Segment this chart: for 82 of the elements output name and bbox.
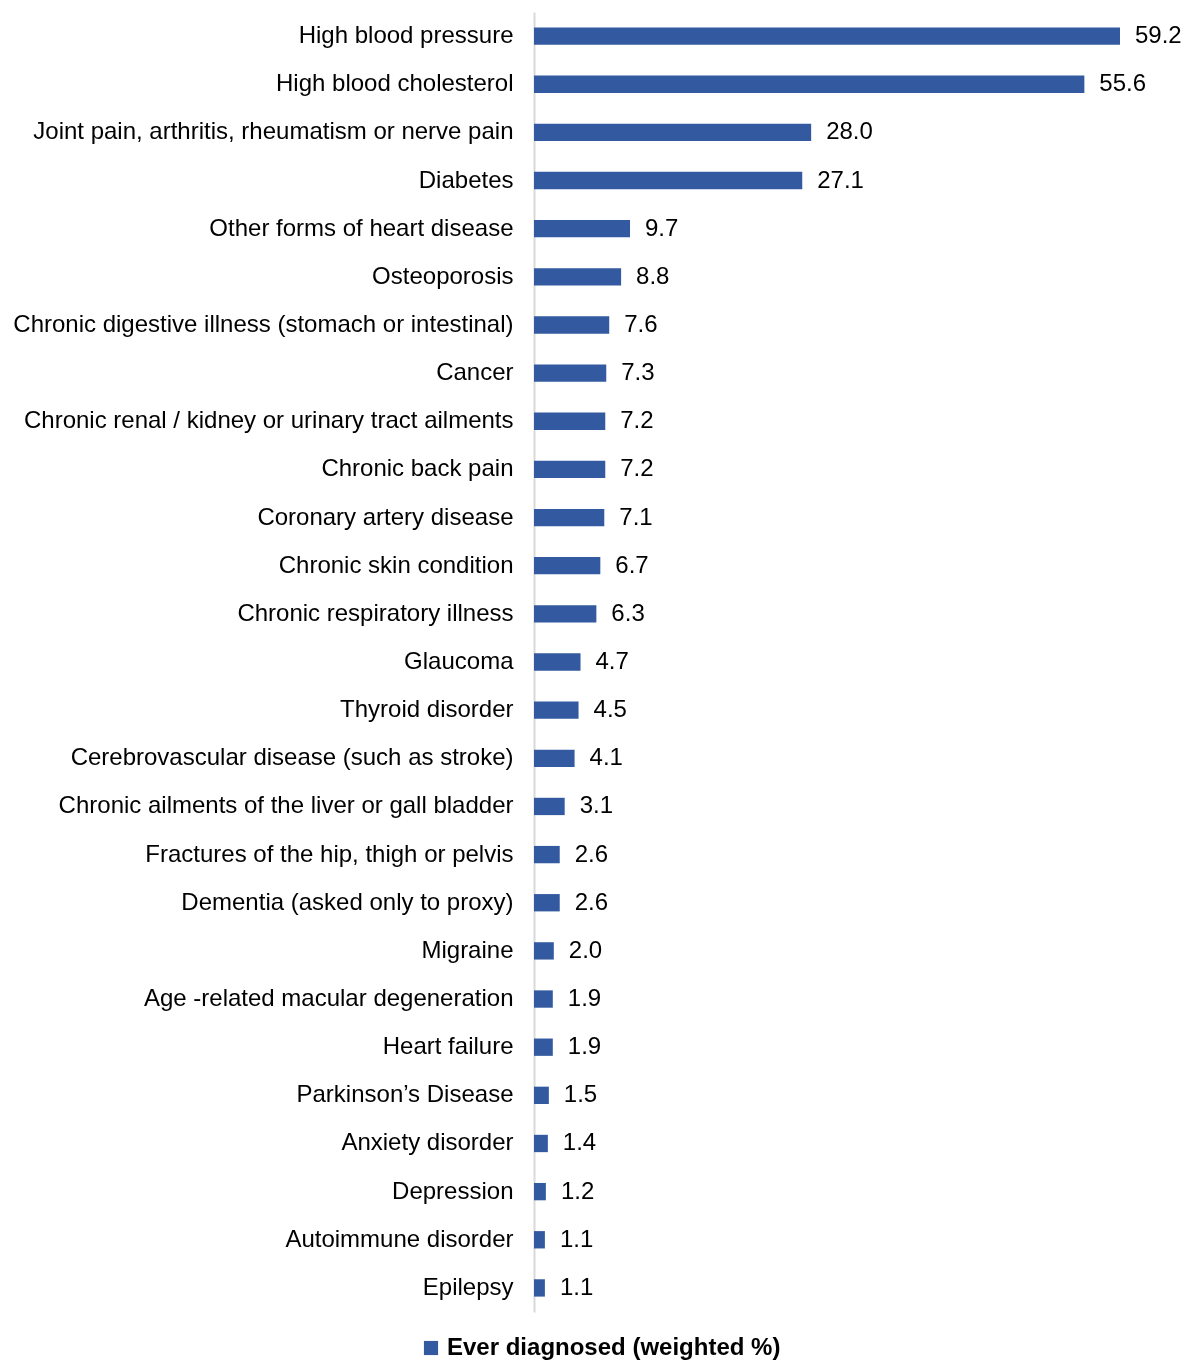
data-label: 4.1 [589, 743, 623, 771]
bar [534, 797, 565, 816]
y-tick-label: Migraine [421, 935, 514, 963]
data-label: 9.7 [645, 213, 679, 241]
data-label: 4.7 [595, 647, 629, 674]
data-label: 27.1 [817, 165, 864, 193]
data-label: 4.5 [593, 695, 627, 723]
bar [534, 268, 622, 286]
bar [534, 412, 606, 430]
bar [534, 845, 560, 864]
y-tick-label: Parkinson’s Disease [296, 1080, 514, 1108]
y-tick-label: High blood cholesterol [276, 69, 514, 97]
y-tick-label: Glaucoma [404, 647, 515, 674]
y-tick-label: Dementia (asked only to proxy) [181, 887, 514, 915]
bar [534, 1086, 549, 1104]
bar [534, 894, 560, 912]
y-tick-label: Joint pain, arthritis, rheumatism or nerve pain [33, 117, 514, 145]
y-tick-label: Other forms of heart disease [209, 213, 514, 241]
y-tick-label: Cancer [436, 358, 514, 386]
bar [534, 27, 1120, 45]
data-label: 1.1 [559, 1224, 594, 1252]
y-tick-label: Depression [392, 1176, 514, 1204]
bar [534, 701, 579, 719]
bar [534, 605, 597, 623]
data-label: 8.8 [636, 261, 670, 289]
bar [534, 171, 803, 190]
bar [534, 1038, 553, 1056]
bar [534, 220, 631, 238]
y-tick-label: Diabetes [418, 165, 514, 193]
data-label: 7.1 [619, 502, 653, 530]
data-label: 1.9 [567, 984, 602, 1012]
bar [534, 364, 607, 382]
y-tick-label: Age -related macular degeneration [143, 984, 514, 1012]
y-tick-label: Epilepsy [422, 1272, 514, 1300]
data-label: 59.2 [1135, 21, 1182, 49]
data-label: 1.5 [563, 1080, 598, 1108]
bar [534, 75, 1085, 93]
bar [534, 1279, 545, 1297]
bar [534, 1231, 545, 1249]
y-tick-label: Osteoporosis [372, 261, 514, 289]
y-tick-label: Heart failure [382, 1032, 514, 1060]
data-label: 6.7 [615, 550, 649, 578]
bar [534, 653, 581, 671]
y-tick-label: Anxiety disorder [341, 1128, 514, 1156]
data-label: 28.0 [826, 117, 873, 145]
data-label: 3.1 [579, 791, 614, 819]
data-label: 55.6 [1099, 69, 1147, 97]
bar [534, 557, 601, 575]
bar [534, 316, 610, 334]
y-tick-label: Thyroid disorder [340, 695, 514, 723]
y-tick-label: Chronic respiratory illness [237, 598, 514, 626]
y-tick-label: Fractures of the hip, thigh or pelvis [145, 839, 514, 867]
bar [534, 460, 606, 479]
bar [534, 942, 554, 960]
data-label: 2.6 [574, 887, 609, 915]
data-label: 1.9 [567, 1032, 602, 1060]
data-label: 7.2 [620, 406, 654, 434]
y-tick-label: High blood pressure [298, 21, 514, 49]
data-label: 7.2 [620, 454, 654, 482]
y-tick-label: Coronary artery disease [257, 502, 514, 530]
data-label: 2.6 [574, 839, 609, 867]
data-label: 1.1 [559, 1272, 594, 1300]
bar [534, 749, 575, 767]
bar [534, 990, 553, 1008]
y-tick-label: Chronic renal / kidney or urinary tract ailments [23, 406, 514, 434]
data-label: 7.6 [624, 309, 658, 337]
data-label: 1.4 [562, 1128, 597, 1156]
bar [534, 1182, 546, 1201]
legend-label: Ever diagnosed (weighted %) [447, 1333, 781, 1360]
data-label: 2.0 [568, 935, 603, 963]
bar [534, 123, 812, 142]
y-tick-label: Chronic digestive illness (stomach or intestinal) [13, 309, 514, 337]
bar [534, 508, 605, 527]
y-tick-label: Cerebrovascular disease (such as stroke) [70, 743, 514, 771]
bar [534, 1134, 548, 1153]
data-label: 7.3 [621, 358, 655, 386]
y-tick-label: Chronic skin condition [278, 550, 514, 578]
y-tick-label: Chronic back pain [321, 454, 514, 482]
data-label: 6.3 [611, 598, 645, 626]
y-tick-label: Chronic ailments of the liver or gall bladder [58, 791, 514, 819]
data-label: 1.2 [560, 1176, 595, 1204]
y-tick-label: Autoimmune disorder [285, 1224, 514, 1252]
